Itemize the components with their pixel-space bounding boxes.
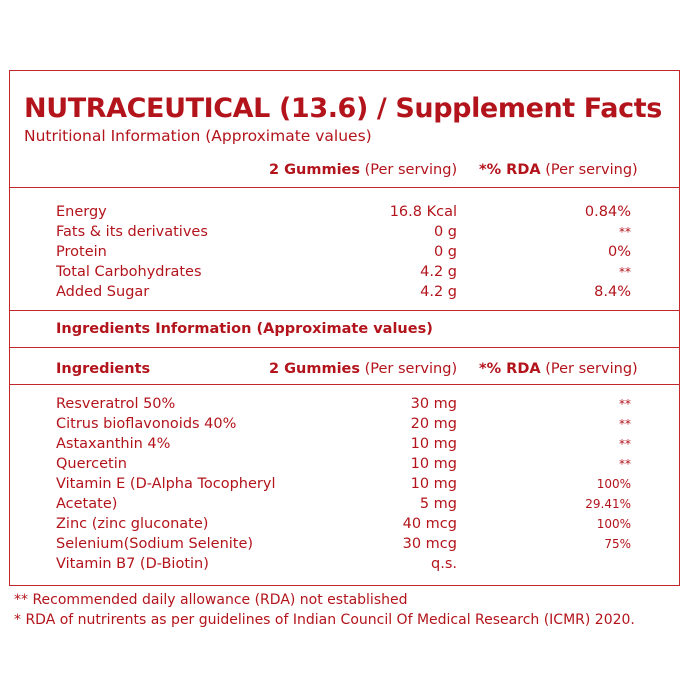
amount-header-bold: 2 Gummies [269, 162, 361, 178]
row-name: Acetate) [56, 496, 118, 512]
amount-header-rest: (Per serving) [360, 162, 458, 178]
row-amount: 4.2 g [420, 264, 457, 280]
subtitle: Nutritional Information (Approximate val… [24, 127, 372, 145]
row-name: Zinc (zinc gluconate) [56, 516, 209, 532]
row-name: Vitamin B7 (D-Biotin) [56, 556, 209, 572]
table-row: Citrus bioflavonoids 40% 20 mg ** [10, 416, 679, 436]
amount-header-bold: 2 Gummies [269, 361, 361, 377]
row-amount: 0 g [433, 244, 457, 260]
rda-header-bold: *% RDA [479, 361, 541, 377]
row-amount: 20 mg [410, 416, 457, 432]
table-row: Vitamin E (D-Alpha Tocopheryl 10 mg 100% [10, 476, 679, 496]
row-rda: ** [619, 397, 631, 411]
table-row: Astaxanthin 4% 10 mg ** [10, 436, 679, 456]
amount-header-rest: (Per serving) [360, 361, 458, 377]
divider [10, 187, 679, 188]
row-rda: 75% [604, 537, 631, 551]
row-name: Resveratrol 50% [56, 396, 176, 412]
row-name: Fats & its derivatives [56, 224, 208, 240]
table-row: Acetate) 5 mg 29.41% [10, 496, 679, 516]
row-amount: 30 mg [410, 396, 457, 412]
rda-column-header: *% RDA (Per serving) [479, 361, 638, 377]
row-rda: ** [619, 225, 631, 239]
row-rda: ** [619, 265, 631, 279]
row-name: Quercetin [56, 456, 127, 472]
row-rda: 29.41% [585, 497, 631, 511]
table-row: Selenium(Sodium Selenite) 30 mcg 75% [10, 536, 679, 556]
rda-column-header: *% RDA (Per serving) [479, 162, 638, 178]
row-rda: ** [619, 417, 631, 431]
row-amount: 10 mg [410, 456, 457, 472]
row-amount: 10 mg [410, 436, 457, 452]
row-rda: 0% [607, 244, 631, 260]
row-amount: 30 mcg [402, 536, 457, 552]
row-amount: 10 mg [410, 476, 457, 492]
row-name: Energy [56, 204, 107, 220]
row-name: Selenium(Sodium Selenite) [56, 536, 254, 552]
ingredients-header-label: Ingredients [56, 361, 151, 377]
row-amount: 16.8 Kcal [389, 204, 457, 220]
row-amount: 0 g [433, 224, 457, 240]
ingredients-section-title: Ingredients Information (Approximate val… [56, 321, 433, 337]
row-rda: 100% [596, 517, 631, 531]
row-amount: 5 mg [419, 496, 457, 512]
table-row: Resveratrol 50% 30 mg ** [10, 396, 679, 416]
row-name: Added Sugar [56, 284, 150, 300]
amount-column-header: 2 Gummies (Per serving) [269, 361, 457, 377]
supplement-facts-panel: NUTRACEUTICAL (13.6) / Supplement Facts … [9, 70, 680, 586]
footnote-rda-not-established: ** Recommended daily allowance (RDA) not… [14, 592, 408, 608]
divider [10, 310, 679, 311]
page-title: NUTRACEUTICAL (13.6) / Supplement Facts [24, 93, 662, 124]
row-amount: q.s. [431, 556, 457, 572]
row-rda: 100% [596, 477, 631, 491]
rda-header-rest: (Per serving) [540, 361, 638, 377]
table-row: Energy 16.8 Kcal 0.84% [10, 204, 679, 224]
table-row: Zinc (zinc gluconate) 40 mcg 100% [10, 516, 679, 536]
row-amount: 40 mcg [402, 516, 457, 532]
divider [10, 347, 679, 348]
row-name: Protein [56, 244, 107, 260]
row-name: Total Carbohydrates [56, 264, 202, 280]
row-rda: 8.4% [594, 284, 631, 300]
rda-header-bold: *% RDA [479, 162, 541, 178]
row-name: Astaxanthin 4% [56, 436, 171, 452]
row-name: Vitamin E (D-Alpha Tocopheryl [56, 476, 276, 492]
footnote-icmr: * RDA of nutrirents as per guidelines of… [14, 612, 635, 628]
divider [10, 384, 679, 385]
table-row: Fats & its derivatives 0 g ** [10, 224, 679, 244]
amount-column-header: 2 Gummies (Per serving) [269, 162, 457, 178]
rda-header-rest: (Per serving) [540, 162, 638, 178]
row-name: Citrus bioflavonoids 40% [56, 416, 237, 432]
table-row: Protein 0 g 0% [10, 244, 679, 264]
table-row: Added Sugar 4.2 g 8.4% [10, 284, 679, 304]
table-row: Quercetin 10 mg ** [10, 456, 679, 476]
row-rda: ** [619, 457, 631, 471]
row-rda: 0.84% [584, 204, 631, 220]
table-row: Vitamin B7 (D-Biotin) q.s. [10, 556, 679, 576]
ingredients-column-header: Ingredients [56, 361, 150, 377]
table-row: Total Carbohydrates 4.2 g ** [10, 264, 679, 284]
row-amount: 4.2 g [420, 284, 457, 300]
row-rda: ** [619, 437, 631, 451]
